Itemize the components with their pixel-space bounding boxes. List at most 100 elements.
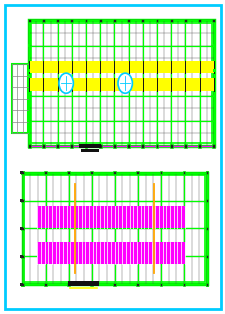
Bar	[184, 144, 187, 148]
Bar	[156, 19, 158, 22]
Bar	[136, 171, 139, 174]
Bar	[28, 19, 30, 22]
Bar	[28, 145, 30, 147]
Bar	[12, 64, 28, 133]
Bar	[71, 145, 73, 147]
Bar	[160, 283, 162, 286]
Bar	[28, 19, 31, 22]
Bar	[206, 171, 208, 174]
Bar	[198, 144, 201, 148]
Bar	[212, 19, 215, 22]
Bar	[142, 145, 144, 147]
Bar	[136, 283, 139, 286]
Bar	[170, 145, 172, 147]
Bar	[206, 227, 208, 230]
Bar	[170, 19, 173, 22]
Bar	[22, 173, 207, 284]
Bar	[85, 145, 87, 147]
Bar	[213, 120, 215, 122]
Bar	[182, 171, 185, 174]
Bar	[99, 144, 101, 148]
Bar	[128, 19, 130, 22]
Bar	[85, 19, 87, 22]
Bar	[99, 19, 101, 22]
Bar	[206, 283, 208, 286]
Bar	[206, 283, 208, 286]
Bar	[206, 255, 208, 258]
Bar	[213, 44, 215, 47]
Bar	[198, 145, 201, 147]
Circle shape	[59, 73, 73, 93]
Bar	[81, 149, 99, 152]
Bar	[113, 19, 116, 22]
Bar	[31, 23, 212, 143]
Bar	[70, 144, 73, 148]
Bar	[182, 283, 185, 286]
Bar	[113, 144, 116, 148]
Bar	[184, 19, 187, 22]
Bar	[29, 20, 214, 146]
Bar	[28, 95, 30, 97]
Bar	[67, 171, 70, 174]
Bar	[90, 171, 93, 174]
Bar	[42, 144, 45, 148]
Bar	[170, 144, 173, 148]
Bar	[28, 145, 30, 147]
Bar	[20, 283, 22, 286]
Bar	[21, 171, 24, 174]
Bar	[184, 145, 187, 147]
Bar	[156, 145, 158, 147]
Bar	[21, 255, 24, 258]
Bar	[99, 19, 101, 22]
Bar	[20, 199, 22, 202]
Bar	[21, 199, 24, 202]
Bar	[56, 19, 59, 22]
Bar	[28, 69, 30, 72]
Bar	[79, 144, 101, 148]
Bar	[37, 206, 185, 229]
Bar	[67, 283, 70, 286]
Bar	[71, 19, 73, 22]
Bar	[44, 283, 47, 286]
Bar	[156, 144, 158, 148]
Bar	[198, 19, 201, 22]
Bar	[21, 283, 24, 286]
Bar	[24, 175, 205, 282]
Bar	[90, 283, 93, 286]
Bar	[68, 281, 99, 286]
Bar	[42, 19, 45, 22]
Bar	[44, 171, 47, 174]
Bar	[206, 171, 208, 174]
Bar	[20, 171, 22, 174]
Bar	[170, 19, 172, 22]
Bar	[21, 283, 24, 286]
Bar	[28, 19, 30, 22]
Bar	[127, 144, 130, 148]
Bar	[85, 144, 87, 148]
Bar	[213, 69, 215, 72]
Bar	[127, 19, 130, 22]
Circle shape	[118, 73, 132, 93]
Bar	[156, 19, 158, 22]
Bar	[113, 19, 115, 22]
Bar	[213, 145, 215, 147]
Bar	[198, 19, 201, 22]
Bar	[29, 78, 214, 91]
Bar	[128, 145, 130, 147]
Bar	[29, 61, 214, 73]
Bar	[206, 199, 208, 202]
Bar	[212, 144, 215, 148]
Bar	[28, 44, 30, 47]
Bar	[184, 19, 187, 22]
Bar	[213, 95, 215, 97]
Bar	[142, 19, 144, 22]
Bar	[213, 145, 215, 147]
Bar	[21, 171, 24, 174]
Bar	[99, 145, 101, 147]
Bar	[113, 283, 116, 286]
Bar	[70, 19, 73, 22]
Bar	[42, 19, 45, 22]
Bar	[213, 19, 215, 22]
Bar	[213, 19, 215, 22]
Bar	[20, 255, 22, 258]
